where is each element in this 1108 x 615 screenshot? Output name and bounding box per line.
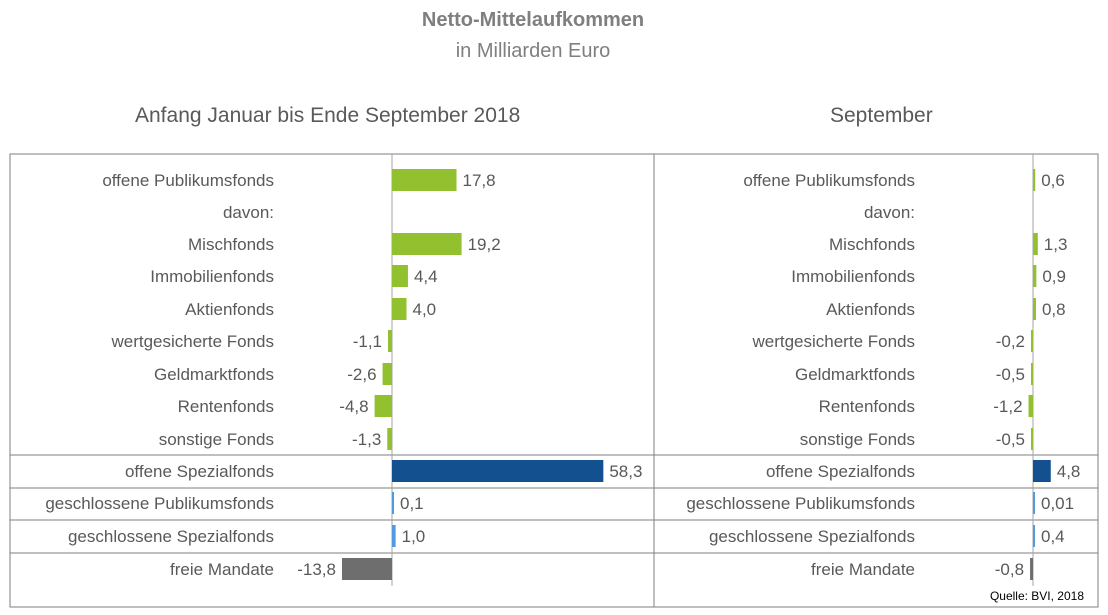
bar [392, 169, 457, 191]
data-label: -0,5 [996, 430, 1025, 449]
bar [1033, 492, 1035, 514]
data-label: 4,8 [1057, 462, 1081, 481]
category-label: geschlossene Spezialfonds [68, 527, 274, 546]
chart-title: Netto-Mittelaufkommen [421, 9, 645, 31]
bar [1031, 428, 1033, 450]
data-label: 17,8 [463, 171, 496, 190]
data-label: 1,3 [1044, 235, 1068, 254]
bar [1031, 330, 1033, 352]
data-label: -1,2 [993, 397, 1022, 416]
bar [392, 265, 408, 287]
data-label: -1,1 [353, 332, 382, 351]
category-label: davon: [223, 203, 274, 222]
category-label: Mischfonds [188, 235, 274, 254]
bar [1033, 298, 1036, 320]
bar [1033, 169, 1036, 191]
bar [387, 428, 392, 450]
bar [1033, 460, 1051, 482]
category-label: Rentenfonds [178, 397, 274, 416]
data-label: -0,5 [996, 365, 1025, 384]
category-label: Rentenfonds [819, 397, 915, 416]
data-label: 1,0 [402, 527, 426, 546]
category-label: sonstige Fonds [800, 430, 915, 449]
bar [392, 298, 407, 320]
category-label: Immobilienfonds [150, 267, 274, 286]
data-label: -1,3 [352, 430, 381, 449]
category-label: offene Spezialfonds [766, 462, 915, 481]
data-label: -4,8 [339, 397, 368, 416]
bar [1033, 525, 1035, 547]
data-label: 58,3 [609, 462, 642, 481]
category-label: Immobilienfonds [791, 267, 915, 286]
category-label: wertgesicherte Fonds [751, 332, 915, 351]
category-label: Geldmarktfonds [795, 365, 915, 384]
bar [382, 363, 392, 385]
category-label: wertgesicherte Fonds [110, 332, 274, 351]
data-label: 4,4 [414, 267, 438, 286]
bar [392, 525, 396, 547]
data-label: 0,8 [1042, 300, 1066, 319]
bar [1028, 395, 1033, 417]
category-label: Aktienfonds [826, 300, 915, 319]
bar [341, 558, 392, 580]
bar [392, 460, 604, 482]
data-label: -13,8 [297, 560, 336, 579]
data-label: 0,9 [1042, 267, 1066, 286]
category-label: Geldmarktfonds [154, 365, 274, 384]
category-label: freie Mandate [170, 560, 274, 579]
data-label: 0,6 [1041, 171, 1065, 190]
category-label: geschlossene Publikumsfonds [686, 494, 915, 513]
category-label: freie Mandate [811, 560, 915, 579]
chart-subtitle: in Milliarden Euro [455, 40, 611, 62]
bar [1033, 265, 1037, 287]
bar [1033, 233, 1038, 255]
category-label: Mischfonds [829, 235, 915, 254]
category-label: Aktienfonds [185, 300, 274, 319]
category-label: offene Publikumsfonds [102, 171, 274, 190]
category-label: geschlossene Spezialfonds [709, 527, 915, 546]
bar [1030, 558, 1033, 580]
data-label: 0,4 [1041, 527, 1065, 546]
data-label: 0,1 [400, 494, 424, 513]
source-note: Quelle: BVI, 2018 [989, 589, 1084, 603]
chart-frame [9, 153, 1099, 608]
data-label: 19,2 [468, 235, 501, 254]
data-label: 0,01 [1041, 494, 1074, 513]
bar [388, 330, 392, 352]
bar [1031, 363, 1033, 385]
bar [392, 233, 462, 255]
category-label: geschlossene Publikumsfonds [45, 494, 274, 513]
data-label: 4,0 [413, 300, 437, 319]
bar [374, 395, 392, 417]
category-label: offene Spezialfonds [125, 462, 274, 481]
panel-title-right: September [830, 104, 933, 127]
data-label: -0,8 [995, 560, 1024, 579]
bar [392, 492, 394, 514]
panel-title-left: Anfang Januar bis Ende September 2018 [135, 104, 521, 127]
data-label: -0,2 [996, 332, 1025, 351]
data-label: -2,6 [347, 365, 376, 384]
category-label: offene Publikumsfonds [743, 171, 915, 190]
category-label: sonstige Fonds [159, 430, 274, 449]
category-label: davon: [864, 203, 915, 222]
